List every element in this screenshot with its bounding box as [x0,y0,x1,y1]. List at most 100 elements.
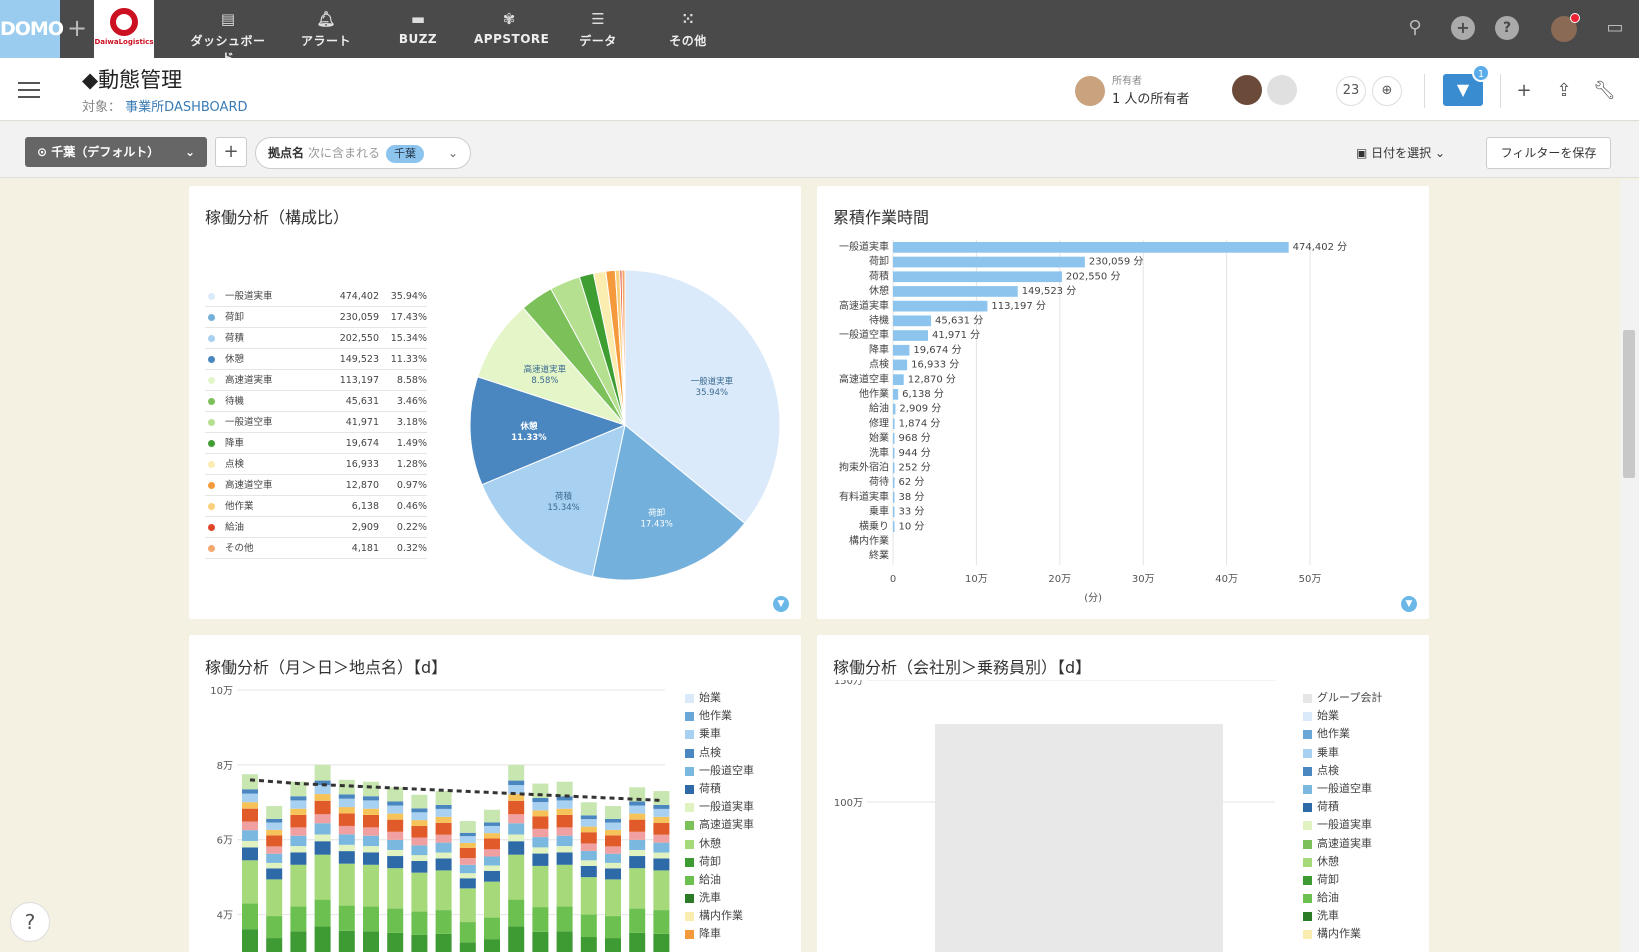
legend-item[interactable]: 構内作業 [685,907,754,925]
stack-segment[interactable] [484,838,500,850]
stack-segment[interactable] [605,916,621,939]
share-icon[interactable]: ⇪ [1556,80,1572,101]
nav-appstore[interactable]: ✾ APPSTORE [474,0,549,58]
stack-segment[interactable] [338,834,355,845]
nav-dashboard[interactable]: ▤ ダッシュボード [188,0,268,65]
stack-segment[interactable] [459,836,476,843]
stack-segment[interactable] [532,828,549,838]
stack-segment[interactable] [605,868,621,880]
stack-segment[interactable] [629,856,646,869]
stack-segment[interactable] [266,829,283,836]
stack-segment[interactable] [435,804,452,809]
stack-segment[interactable] [532,907,549,932]
stack-segment[interactable] [508,800,525,815]
stack-segment[interactable] [242,821,258,831]
stack-segment[interactable] [508,899,525,927]
bar[interactable] [893,374,904,385]
brand-logo[interactable]: DaiwaLogistics [94,0,154,58]
nav-alert[interactable]: 🔔︎ アラート [296,0,356,58]
stack-segment[interactable] [556,906,573,932]
legend-item[interactable]: 他作業 [685,707,754,725]
page-filter-dropdown[interactable]: ⊙ 千葉（デフォルト） ⌄ [25,137,207,167]
stack-segment[interactable] [411,825,428,838]
stack-segment[interactable] [629,908,646,933]
legend-item[interactable]: 荷積 [1303,798,1382,816]
stack-segment[interactable] [314,800,331,815]
help-icon[interactable]: ? [1495,16,1519,40]
stack-segment[interactable] [242,789,258,794]
stack-segment[interactable] [314,764,331,781]
stack-segment[interactable] [411,837,428,846]
stack-segment[interactable] [580,819,597,827]
stack-segment[interactable] [363,827,379,836]
stack-segment[interactable] [484,881,500,918]
stack-segment[interactable] [290,852,307,865]
legend-item[interactable]: 一般道実車 [1303,816,1382,834]
stack-segment[interactable] [556,800,573,809]
stack-segment[interactable] [580,815,597,820]
plus-icon[interactable]: + [1516,80,1532,101]
search-icon[interactable]: ⚲ [1408,17,1422,38]
stack-segment[interactable] [580,850,597,861]
bar[interactable] [893,418,895,430]
legend-row[interactable]: 荷卸 230,059 17.43% [205,307,427,328]
bar[interactable] [893,300,988,312]
stack-segment[interactable] [266,879,283,917]
legend-item[interactable]: 構内作業 [1303,925,1382,943]
legend-item[interactable]: グループ会計 [1303,689,1382,707]
bar[interactable] [893,256,1085,268]
stack-segment[interactable] [242,847,258,861]
stack-segment[interactable] [338,930,355,952]
member-avatar-placeholder[interactable] [1267,75,1297,105]
legend-item[interactable]: 乗車 [685,725,754,743]
stack-segment[interactable] [363,800,379,809]
stack-segment[interactable] [338,863,355,906]
stack-segment[interactable] [653,808,670,817]
legend-row[interactable]: 点検 16,933 1.28% [205,454,427,475]
chevron-down-icon[interactable]: ⌄ [447,146,458,160]
stack-segment[interactable] [459,922,476,943]
stack-segment[interactable] [290,814,307,828]
stack-segment[interactable] [314,834,331,842]
stack-segment[interactable] [508,785,525,795]
stack-bar[interactable] [935,724,1223,952]
bar[interactable] [893,330,929,341]
stack-segment[interactable] [290,835,307,847]
stack-segment[interactable] [629,813,646,820]
stack-segment[interactable] [338,798,355,808]
stack-segment[interactable] [266,818,283,823]
stack-segment[interactable] [290,781,307,797]
card-title[interactable]: 累積作業時間 [833,208,930,227]
save-filter-button[interactable]: フィルターを保存 [1486,137,1611,169]
stack-segment[interactable] [484,865,500,871]
stack-segment[interactable] [532,847,549,854]
pie-slice[interactable] [621,269,626,426]
stack-segment[interactable] [459,821,476,833]
nav-data[interactable]: ☰ データ [576,0,620,58]
legend-item[interactable]: 始業 [1303,707,1382,725]
stack-segment[interactable] [556,814,573,828]
stack-segment[interactable] [605,846,621,854]
add-user-icon[interactable]: ⊕ [1372,76,1402,106]
legend-item[interactable]: 荷卸 [685,853,754,871]
stack-segment[interactable] [508,794,525,801]
stack-segment[interactable] [387,839,404,850]
stack-segment[interactable] [459,858,476,865]
stack-segment[interactable] [363,781,379,797]
stack-segment[interactable] [605,879,621,917]
legend-row[interactable]: その他 4,181 0.32% [205,538,427,559]
stack-segment[interactable] [242,860,258,904]
stack-segment[interactable] [266,916,283,939]
stack-segment[interactable] [459,832,476,837]
stack-segment[interactable] [363,814,379,828]
bar[interactable] [893,286,1018,297]
stack-segment[interactable] [459,842,476,848]
stack-segment[interactable] [459,888,476,923]
stack-segment[interactable] [508,926,525,952]
stack-segment[interactable] [314,854,331,900]
stack-segment[interactable] [435,808,452,817]
stack-segment[interactable] [653,933,670,952]
stack-segment[interactable] [605,835,621,847]
stack-segment[interactable] [532,865,549,908]
stack-segment[interactable] [484,849,500,857]
